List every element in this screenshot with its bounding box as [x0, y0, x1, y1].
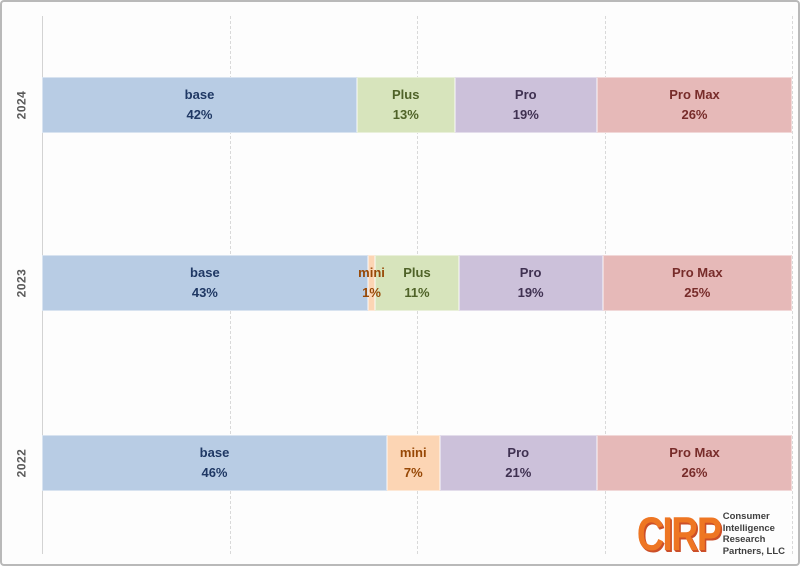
segment-series-name: Pro [507, 445, 530, 460]
segment-percentage: 11% [404, 285, 430, 300]
year-axis-label: 2023 [2, 255, 40, 311]
segment-series-name: Pro Max [669, 87, 720, 102]
segment-percentage: 13% [392, 107, 419, 122]
segment-label: Pro 19% [513, 85, 539, 125]
segment-pro-max: Pro Max 25% [602, 255, 792, 311]
segment-pro: Pro 19% [458, 255, 603, 311]
gridline-100pct [792, 16, 793, 554]
cirp-company-line: Consumer [722, 511, 770, 522]
cirp-wordmark: CIRP [637, 507, 722, 560]
segment-plus: Plus 11% [375, 255, 459, 311]
segment-series-name: Pro Max [671, 265, 723, 280]
segment-mini: mini 1% [358, 255, 385, 311]
bar-row-2024: 2024 base 42% Plus 13% Pro [14, 77, 792, 133]
segment-label: Pro 19% [518, 263, 544, 303]
cirp-company-name: Consumer Intelligence Research Partners,… [723, 511, 785, 557]
segment-percentage: 25% [684, 285, 711, 300]
segment-base: base 46% [42, 435, 387, 491]
segment-percentage: 19% [512, 107, 539, 122]
segment-label: Plus 13% [392, 85, 419, 125]
segment-series-name: mini [358, 265, 385, 280]
cirp-company-line: Partners, LLC [722, 545, 785, 557]
segment-mini: mini 7% [387, 435, 440, 491]
segment-percentage: 26% [681, 107, 708, 122]
segment-label: Pro Max 25% [672, 263, 723, 303]
segment-label: base 42% [185, 85, 215, 125]
segment-percentage: 43% [191, 285, 218, 300]
stacked-bar-2024: base 42% Plus 13% Pro 19% [42, 77, 792, 133]
segment-series-name: mini [399, 445, 427, 460]
segment-pro-max: Pro Max 26% [597, 435, 792, 491]
year-axis-label: 2022 [2, 435, 40, 491]
segment-plus: Plus 13% [357, 77, 455, 133]
segment-series-name: Pro [514, 87, 537, 102]
segment-series-name: base [184, 87, 215, 102]
cirp-company-line: Research [722, 534, 766, 545]
segment-percentage: 21% [505, 465, 532, 480]
segment-base: base 43% [42, 255, 368, 311]
segment-base: base 42% [42, 77, 357, 133]
segment-label: base 46% [200, 443, 230, 483]
cirp-logo: CIRP Consumer Intelligence Research Part… [616, 507, 785, 560]
plot-area: 2024 base 42% Plus 13% Pro [14, 12, 793, 554]
bar-row-2023: 2023 base 43% mini 1% Plus [14, 255, 792, 311]
year-label-text: 2024 [13, 90, 28, 120]
segment-percentage: 1% [362, 285, 381, 300]
segment-percentage: 7% [403, 465, 423, 480]
segment-series-name: Pro [519, 265, 542, 280]
segment-series-name: Plus [392, 87, 420, 102]
segment-series-name: base [199, 445, 230, 460]
stacked-bar-2023: base 43% mini 1% Plus 11% [42, 255, 792, 311]
segment-percentage: 19% [517, 285, 544, 300]
segment-pro-max: Pro Max 26% [597, 77, 792, 133]
segment-pro: Pro 19% [454, 77, 597, 133]
segment-label: mini 1% [358, 263, 385, 303]
segment-label: base 43% [190, 263, 220, 303]
segment-pro: Pro 21% [439, 435, 597, 491]
segment-label: Plus 11% [403, 263, 430, 303]
segment-label: Pro Max 26% [669, 85, 720, 125]
year-axis-label: 2024 [2, 77, 40, 133]
segment-label: mini 7% [400, 443, 427, 483]
cirp-company-line: Intelligence [722, 522, 775, 534]
year-label-text: 2023 [13, 268, 28, 298]
segment-label: Pro Max 26% [669, 443, 720, 483]
year-label-text: 2022 [13, 448, 28, 478]
segment-series-name: base [190, 265, 220, 280]
bar-row-2022: 2022 base 46% mini 7% Pro [14, 435, 792, 491]
stacked-bar-2022: base 46% mini 7% Pro 21% [42, 435, 792, 491]
segment-series-name: Pro Max [669, 445, 720, 460]
segment-label: Pro 21% [505, 443, 531, 483]
segment-percentage: 26% [681, 465, 708, 480]
segment-percentage: 42% [186, 107, 213, 122]
segment-series-name: Plus [403, 265, 431, 280]
segment-percentage: 46% [201, 465, 228, 480]
